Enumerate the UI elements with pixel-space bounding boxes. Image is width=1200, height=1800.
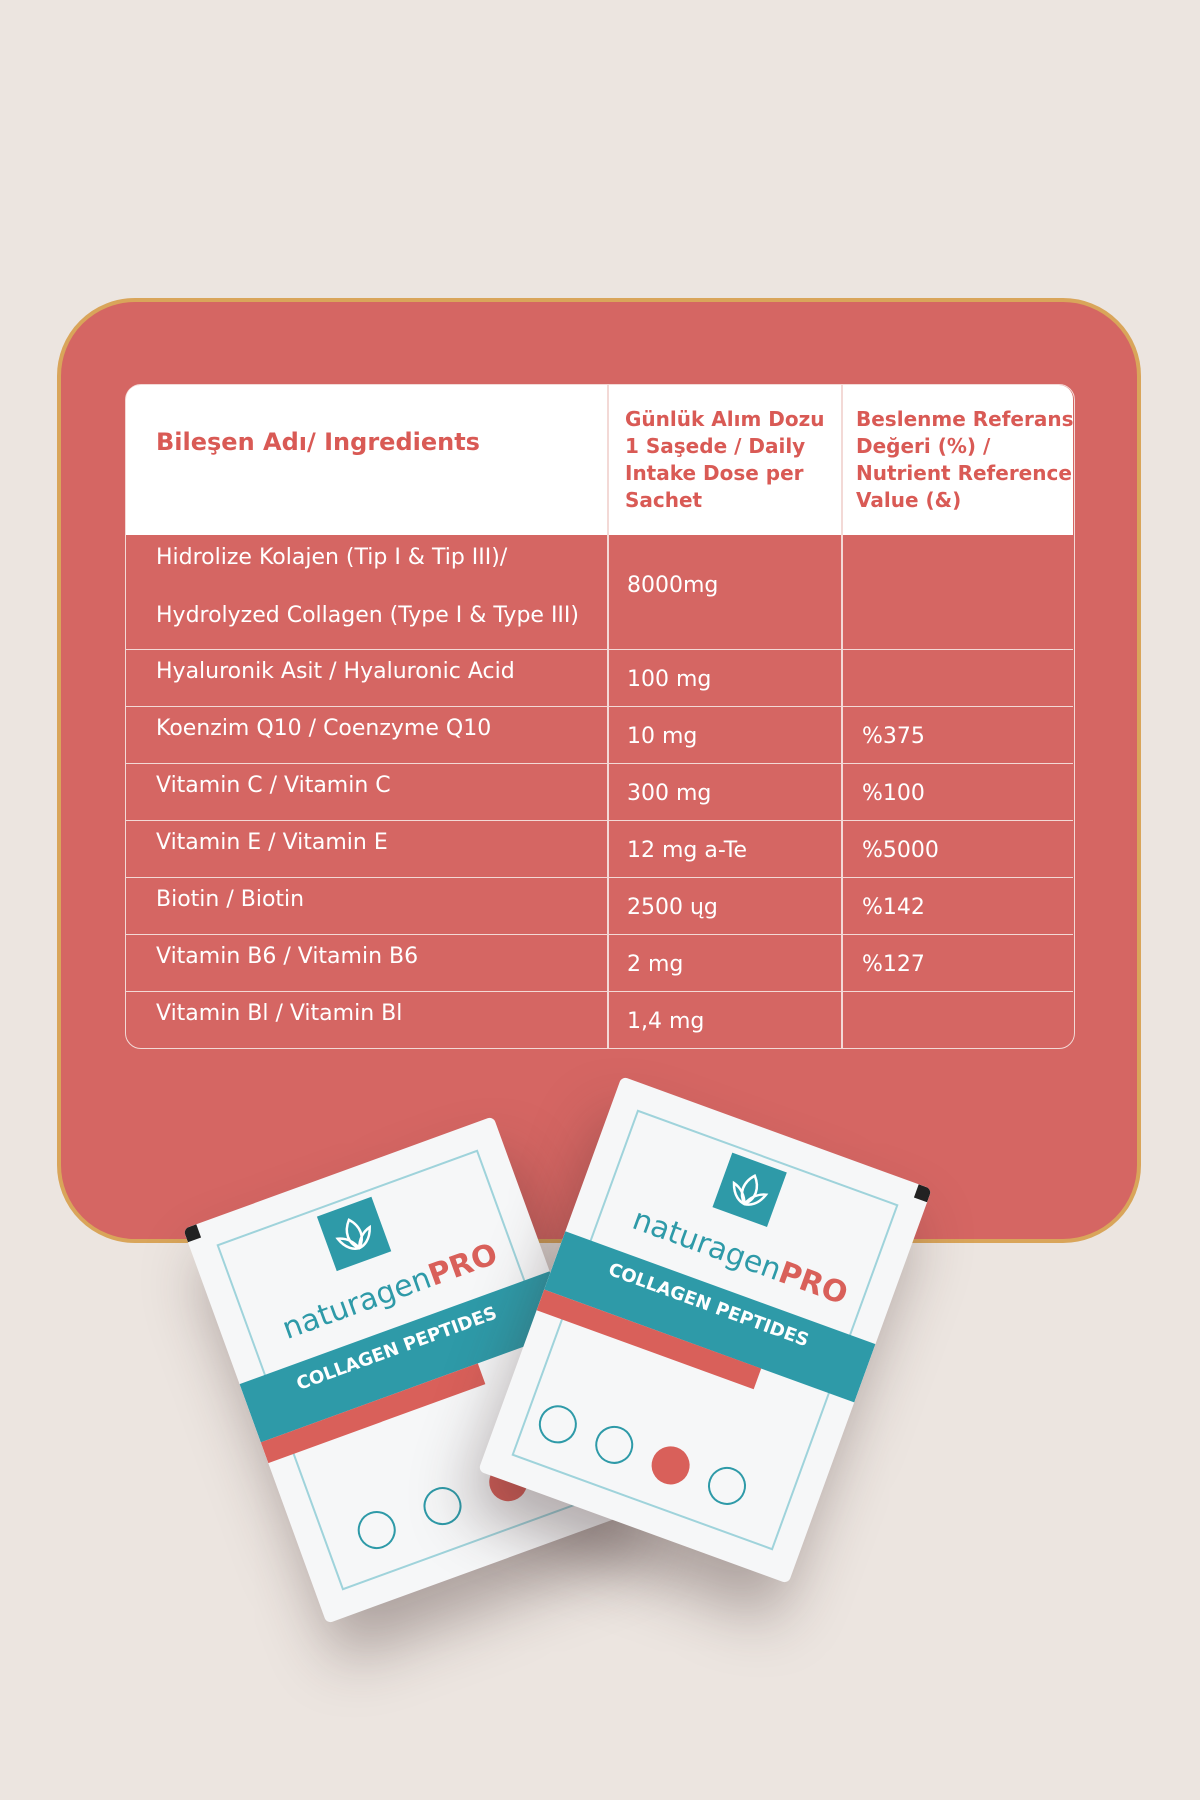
ingredient-cell: Hidrolize Kolajen (Tip I & Tip III)/ bbox=[156, 545, 508, 570]
table-row: Koenzim Q10 / Coenzyme Q10 10 mg %375 bbox=[126, 706, 1073, 764]
ingredient-cell: Hyaluronik Asit / Hyaluronic Acid bbox=[156, 659, 515, 684]
table-row: Vitamin C / Vitamin C 300 mg %100 bbox=[126, 763, 1073, 821]
table-row: Hyaluronik Asit / Hyaluronic Acid 100 mg bbox=[126, 649, 1073, 707]
nutrition-table: Bileşen Adı/ Ingredients Günlük Alım Doz… bbox=[125, 384, 1075, 1049]
ingredient-cell: Vitamin Bl / Vitamin Bl bbox=[156, 1001, 403, 1026]
ingredient-cell: Vitamin C / Vitamin C bbox=[156, 773, 391, 798]
dose-cell: 100 mg bbox=[627, 667, 712, 692]
table-row: Vitamin Bl / Vitamin Bl 1,4 mg bbox=[126, 991, 1073, 1048]
product-sachet-left: naturagenPRO COLLAGEN PEPTIDES bbox=[183, 1116, 637, 1624]
ingredient-cell: Vitamin B6 / Vitamin B6 bbox=[156, 944, 419, 969]
leaf-logo-icon bbox=[712, 1152, 787, 1227]
product-sachet-right: naturagenPRO COLLAGEN PEPTIDES bbox=[478, 1076, 932, 1584]
ingredient-cell: Biotin / Biotin bbox=[156, 887, 305, 912]
dose-cell: 2500 ųg bbox=[627, 895, 718, 920]
table-row: Vitamin B6 / Vitamin B6 2 mg %127 bbox=[126, 934, 1073, 992]
dose-cell: 10 mg bbox=[627, 724, 698, 749]
nrv-cell: %5000 bbox=[862, 838, 939, 863]
header-nrv: Beslenme Referans Değeri (%) / Nutrient … bbox=[856, 407, 1074, 512]
ingredient-cell: Vitamin E / Vitamin E bbox=[156, 830, 388, 855]
dose-cell: 300 mg bbox=[627, 781, 712, 806]
column-divider bbox=[607, 385, 609, 1048]
table-row: Hidrolize Kolajen (Tip I & Tip III)/ Hyd… bbox=[126, 535, 1073, 650]
ingredient-cell: Hydrolyzed Collagen (Type I & Type III) bbox=[156, 603, 579, 628]
nrv-cell: %127 bbox=[862, 952, 925, 977]
dose-cell: 1,4 mg bbox=[627, 1009, 705, 1034]
dose-cell: 12 mg a-Te bbox=[627, 838, 748, 863]
table-row: Vitamin E / Vitamin E 12 mg a-Te %5000 bbox=[126, 820, 1073, 878]
header-ingredient: Bileşen Adı/ Ingredients bbox=[156, 428, 480, 456]
table-row: Biotin / Biotin 2500 ųg %142 bbox=[126, 877, 1073, 935]
leaf-logo-icon bbox=[316, 1196, 392, 1272]
table-header: Bileşen Adı/ Ingredients Günlük Alım Doz… bbox=[126, 385, 1073, 535]
nrv-cell: %142 bbox=[862, 895, 925, 920]
column-divider bbox=[841, 385, 843, 1048]
nrv-cell: %100 bbox=[862, 781, 925, 806]
header-dose: Günlük Alım Dozu 1 Saşede / Daily Intake… bbox=[625, 407, 825, 512]
nrv-cell: %375 bbox=[862, 724, 925, 749]
ingredient-cell: Koenzim Q10 / Coenzyme Q10 bbox=[156, 716, 492, 741]
dose-cell: 2 mg bbox=[627, 952, 684, 977]
dose-cell: 8000mg bbox=[627, 573, 719, 598]
